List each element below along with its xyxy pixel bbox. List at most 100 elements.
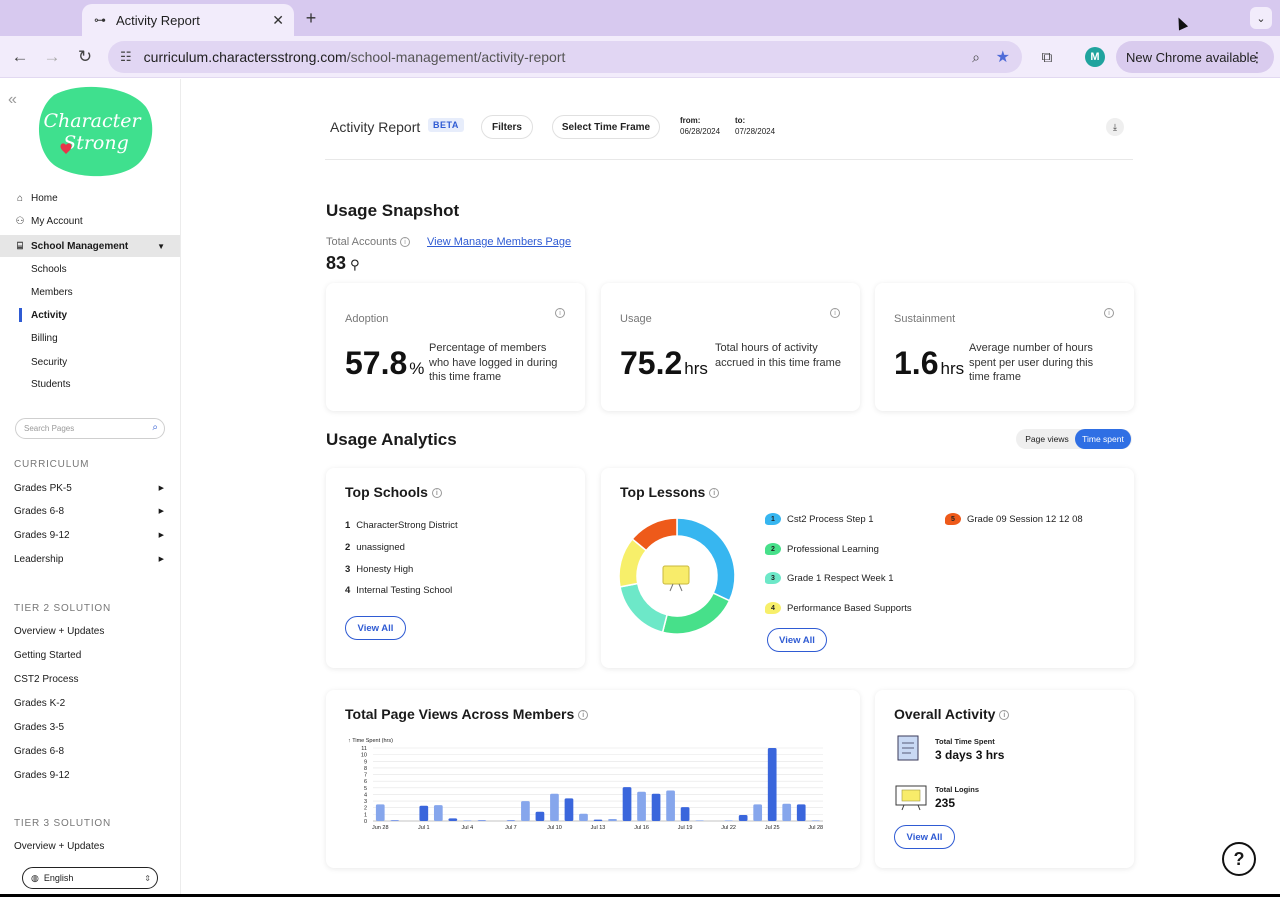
sidebar-link-tier3-overview[interactable]: Overview + Updates	[14, 841, 105, 852]
sidebar-link-tier2-overview[interactable]: Overview + Updates	[14, 626, 105, 637]
filters-button[interactable]: Filters	[481, 115, 533, 139]
info-icon[interactable]: i	[555, 308, 565, 318]
bar[interactable]	[753, 804, 763, 821]
toggle-time-spent[interactable]: Time spent	[1075, 429, 1131, 449]
donut-slice-3[interactable]	[619, 582, 668, 634]
overall-activity-view-all-button[interactable]: View All	[894, 825, 955, 849]
search-icon[interactable]: ⌕	[152, 422, 158, 433]
from-date[interactable]: from: 06/28/2024	[680, 116, 720, 136]
help-button[interactable]: ?	[1222, 842, 1256, 876]
select-time-frame-button[interactable]: Select Time Frame	[552, 115, 660, 139]
address-bar[interactable]: ☷ curriculum.charactersstrong.com/school…	[108, 41, 1022, 73]
bar[interactable]	[463, 820, 472, 821]
view-manage-members-link[interactable]: View Manage Members Page	[427, 236, 572, 248]
chevron-down-icon[interactable]: ⌄	[1250, 7, 1272, 29]
bar[interactable]	[390, 820, 400, 821]
bar[interactable]	[622, 787, 632, 821]
new-chrome-button[interactable]: New Chrome available ⋮	[1116, 41, 1274, 73]
donut-slice-1[interactable]	[676, 517, 736, 602]
sidebar-link-cst2-process[interactable]: CST2 Process	[14, 674, 79, 685]
bar[interactable]	[419, 805, 429, 821]
bar[interactable]	[506, 820, 516, 821]
close-tab-icon[interactable]: ✕	[272, 11, 284, 28]
profile-avatar[interactable]: M	[1085, 47, 1105, 67]
browser-tab[interactable]: ⊶ Activity Report ✕	[82, 4, 294, 36]
bar[interactable]	[535, 811, 545, 821]
bar[interactable]	[375, 804, 385, 821]
sidebar-subitem-activity[interactable]: Activity	[31, 310, 68, 321]
sidebar-link-tier2-grades-9-12[interactable]: Grades 9-12	[14, 770, 70, 781]
bar[interactable]	[651, 793, 661, 821]
info-icon[interactable]: i	[578, 710, 589, 721]
bar[interactable]	[433, 805, 443, 821]
legend-badge: 2	[765, 543, 781, 555]
to-date[interactable]: to: 07/28/2024	[735, 116, 775, 136]
sidebar-subitem-schools[interactable]: Schools	[31, 264, 67, 275]
characterstrong-logo[interactable]: Character Strong	[34, 85, 154, 177]
more-menu-icon[interactable]: ⋮	[1250, 48, 1264, 65]
bar[interactable]	[738, 815, 748, 821]
search-pages-input[interactable]: Search Pages ⌕	[15, 418, 165, 439]
bar[interactable]	[637, 791, 646, 821]
bar[interactable]	[796, 804, 806, 821]
card-title: Sustainment	[894, 313, 956, 325]
bar[interactable]	[811, 820, 821, 821]
top-lessons-view-all-button[interactable]: View All	[767, 628, 827, 652]
sidebar-subitem-members[interactable]: Members	[31, 287, 73, 298]
collapse-sidebar-icon[interactable]: «	[8, 91, 17, 108]
sidebar-link-tier2-grades-3-5[interactable]: Grades 3-5	[14, 722, 65, 733]
sidebar-link-grades-pk5[interactable]: Grades PK-5 ▶	[14, 483, 170, 494]
zoom-icon[interactable]: ⌕	[972, 48, 980, 65]
site-settings-icon[interactable]: ☷	[120, 49, 132, 64]
back-icon[interactable]: ←	[11, 47, 29, 66]
sidebar-link-grades-9-12[interactable]: Grades 9-12 ▶	[14, 530, 170, 541]
sidebar-link-tier2-grades-6-8[interactable]: Grades 6-8	[14, 746, 65, 757]
extensions-icon[interactable]: ⧉	[1041, 48, 1053, 66]
sidebar-link-getting-started[interactable]: Getting Started	[14, 650, 82, 661]
bar[interactable]	[550, 793, 559, 821]
bar[interactable]	[521, 801, 530, 821]
total-accounts-label: Total Accounts i	[326, 236, 410, 248]
bottom-edge	[0, 894, 1280, 897]
sidebar-subitem-billing[interactable]: Billing	[31, 333, 58, 344]
info-icon[interactable]: i	[1104, 308, 1114, 318]
info-icon[interactable]: i	[709, 488, 720, 499]
download-icon[interactable]: ⤓	[1106, 118, 1124, 136]
legend-item-2: 2 Professional Learning	[765, 543, 879, 555]
list-item: 4 Internal Testing School	[345, 585, 452, 596]
sidebar-link-tier2-grades-k2[interactable]: Grades K-2	[14, 698, 66, 709]
info-icon[interactable]: i	[431, 488, 442, 499]
bar[interactable]	[579, 813, 588, 821]
donut-slice-2[interactable]	[661, 592, 731, 635]
bar[interactable]	[564, 798, 574, 821]
bar[interactable]	[448, 818, 458, 821]
info-icon[interactable]: i	[830, 308, 840, 318]
info-icon[interactable]: i	[999, 710, 1010, 721]
bar[interactable]	[767, 748, 777, 821]
reload-icon[interactable]: ↻	[77, 47, 93, 66]
bar[interactable]	[608, 819, 617, 821]
sidebar-item-home[interactable]: ⌂ Home	[0, 187, 180, 209]
forward-icon[interactable]: →	[43, 47, 61, 66]
language-select[interactable]: ◍ English ⇕	[22, 867, 158, 889]
search-placeholder: Search Pages	[24, 424, 75, 433]
bar[interactable]	[680, 807, 690, 821]
bar[interactable]	[477, 820, 487, 821]
bookmark-star-icon[interactable]: ★	[995, 49, 1010, 66]
sidebar-subitem-security[interactable]: Security	[31, 357, 68, 368]
bar[interactable]	[724, 820, 733, 821]
donut-slice-5[interactable]	[631, 517, 678, 552]
info-icon[interactable]: i	[400, 237, 410, 248]
toggle-page-views[interactable]: Page views	[1025, 434, 1069, 444]
top-schools-view-all-button[interactable]: View All	[345, 616, 406, 640]
sidebar-subitem-students[interactable]: Students	[31, 379, 71, 390]
sidebar-link-leadership[interactable]: Leadership ▶	[14, 554, 170, 565]
bar[interactable]	[666, 790, 675, 821]
bar[interactable]	[593, 819, 603, 821]
bar[interactable]	[782, 803, 792, 821]
sidebar-link-grades-6-8[interactable]: Grades 6-8 ▶	[14, 506, 170, 517]
sidebar-item-my-account[interactable]: ⚇ My Account	[0, 210, 180, 232]
new-tab-icon[interactable]: +	[305, 8, 317, 28]
bar[interactable]	[695, 820, 704, 821]
sidebar-item-school-management[interactable]: ⌸ School Management ▼	[0, 235, 180, 257]
